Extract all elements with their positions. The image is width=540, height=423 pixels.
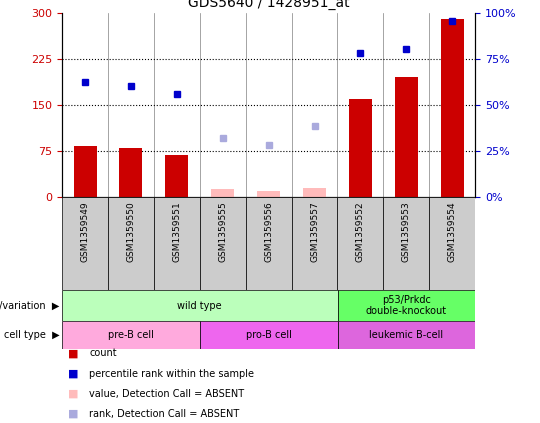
Bar	[108, 197, 154, 290]
Text: ■: ■	[68, 368, 78, 379]
Bar	[441, 19, 464, 197]
Text: genotype/variation  ▶: genotype/variation ▶	[0, 301, 59, 310]
Bar	[383, 197, 429, 290]
Bar	[154, 197, 200, 290]
Text: ■: ■	[68, 409, 78, 419]
Bar	[429, 197, 475, 290]
Bar	[257, 191, 280, 197]
Text: leukemic B-cell: leukemic B-cell	[369, 330, 443, 340]
Bar	[292, 197, 338, 290]
Bar	[338, 290, 475, 321]
Bar	[349, 99, 372, 197]
Text: GSM1359550: GSM1359550	[126, 201, 136, 262]
Bar	[119, 148, 143, 197]
Bar	[211, 190, 234, 197]
Text: pro-B cell: pro-B cell	[246, 330, 292, 340]
Text: rank, Detection Call = ABSENT: rank, Detection Call = ABSENT	[89, 409, 239, 419]
Bar	[338, 321, 475, 349]
Bar	[165, 155, 188, 197]
Text: count: count	[89, 348, 117, 358]
Text: wild type: wild type	[178, 301, 222, 310]
Text: GSM1359557: GSM1359557	[310, 201, 319, 262]
Text: p53/Prkdc
double-knockout: p53/Prkdc double-knockout	[366, 295, 447, 316]
Text: GSM1359555: GSM1359555	[218, 201, 227, 262]
Text: GSM1359556: GSM1359556	[264, 201, 273, 262]
Text: pre-B cell: pre-B cell	[108, 330, 154, 340]
Text: GSM1359553: GSM1359553	[402, 201, 411, 262]
Text: ■: ■	[68, 389, 78, 399]
Text: GSM1359552: GSM1359552	[356, 201, 365, 262]
Text: GSM1359551: GSM1359551	[172, 201, 181, 262]
Title: GDS5640 / 1428951_at: GDS5640 / 1428951_at	[188, 0, 349, 10]
Text: percentile rank within the sample: percentile rank within the sample	[89, 368, 254, 379]
Bar	[200, 197, 246, 290]
Bar	[395, 77, 418, 197]
Bar	[303, 188, 326, 197]
Bar	[338, 197, 383, 290]
Bar	[62, 197, 108, 290]
Bar	[62, 321, 200, 349]
Text: cell type  ▶: cell type ▶	[4, 330, 59, 340]
Text: GSM1359549: GSM1359549	[80, 201, 90, 262]
Text: GSM1359554: GSM1359554	[448, 201, 457, 262]
Bar	[246, 197, 292, 290]
Bar	[73, 146, 97, 197]
Text: value, Detection Call = ABSENT: value, Detection Call = ABSENT	[89, 389, 244, 399]
Text: ■: ■	[68, 348, 78, 358]
Bar	[200, 321, 338, 349]
Bar	[62, 290, 338, 321]
